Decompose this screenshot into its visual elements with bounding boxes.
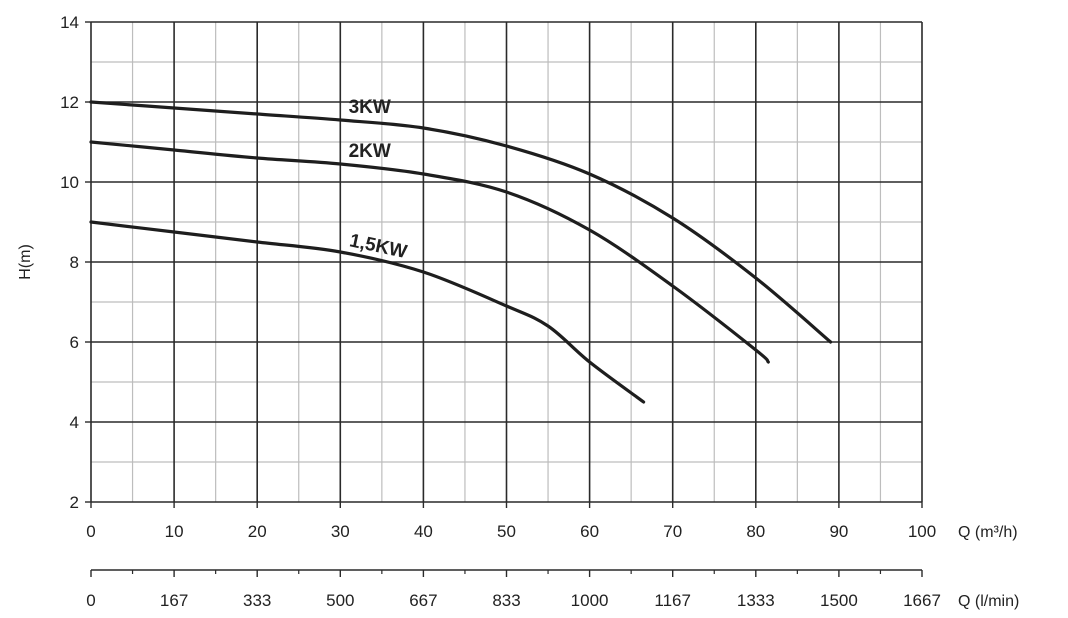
x-axis-secondary-title: Q (l/min) <box>958 593 1019 610</box>
series-label: 3KW <box>349 97 391 118</box>
x-tick-label: 100 <box>908 522 936 541</box>
y-tick-label: 6 <box>70 333 79 352</box>
y-tick-label: 14 <box>60 13 79 32</box>
x-tick-label: 90 <box>829 522 848 541</box>
y-tick-label: 4 <box>70 413 79 432</box>
series-lines <box>89 100 833 404</box>
series-line-1-5kw <box>89 220 646 404</box>
major-gridlines <box>90 21 923 503</box>
x-tick-label: 30 <box>331 522 350 541</box>
secondary-tick-label: 333 <box>243 591 271 610</box>
y-axis-ticks: 2 4 6 8 10 12 14 <box>60 13 91 512</box>
x-tick-label: 0 <box>86 522 95 541</box>
secondary-tick-label: 1500 <box>820 591 858 610</box>
y-tick-label: 10 <box>60 173 79 192</box>
secondary-tick-label: 833 <box>492 591 520 610</box>
x-tick-label: 50 <box>497 522 516 541</box>
y-tick-label: 8 <box>70 253 79 272</box>
y-tick-label: 2 <box>70 493 79 512</box>
series-label: 2KW <box>349 141 391 162</box>
secondary-tick-label: 1167 <box>654 591 691 610</box>
y-tick-label: 12 <box>60 93 79 112</box>
y-axis-title: H(m) <box>17 244 34 280</box>
x-tick-label: 20 <box>248 522 267 541</box>
series-line-3kw <box>89 100 833 344</box>
x-tick-label: 80 <box>746 522 765 541</box>
x-tick-label: 70 <box>663 522 682 541</box>
x-axis-title: Q (m³/h) <box>958 524 1018 541</box>
secondary-tick-label: 167 <box>160 591 188 610</box>
secondary-tick-label: 667 <box>409 591 437 610</box>
x-axis-ticks: 0 10 20 30 40 50 60 70 80 90 100 <box>86 502 936 541</box>
secondary-tick-label: 1333 <box>737 591 775 610</box>
x-tick-label: 60 <box>580 522 599 541</box>
x-tick-label: 10 <box>165 522 184 541</box>
secondary-tick-label: 500 <box>326 591 354 610</box>
secondary-x-axis: 0 167 333 500 667 833 1000 1167 1333 1500 1667 <box>86 569 941 610</box>
x-tick-label: 40 <box>414 522 433 541</box>
series-line-2kw <box>89 140 770 364</box>
secondary-tick-label: 0 <box>86 591 95 610</box>
secondary-tick-label: 1667 <box>903 591 941 610</box>
secondary-tick-label: 1000 <box>571 591 609 610</box>
